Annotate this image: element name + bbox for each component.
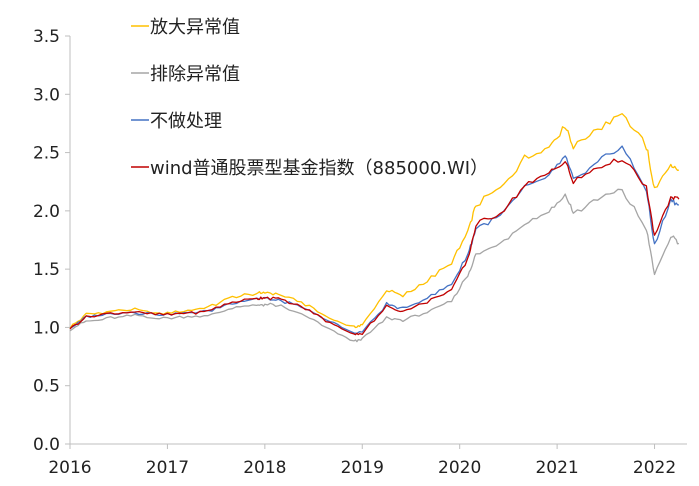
x-tick-label: 2020	[438, 458, 481, 478]
series-lines	[69, 113, 680, 343]
legend-label: 排除异常值	[150, 64, 240, 85]
x-tick-label: 2019	[341, 458, 384, 478]
legend-label: wind普通股票型基金指数（885000.WI）	[150, 158, 488, 179]
y-tick-label: 1.0	[33, 318, 60, 338]
series-line-1	[69, 113, 679, 329]
y-tick-label: 2.5	[33, 144, 60, 164]
y-tick-label: 3.0	[33, 85, 60, 105]
series-line-4	[69, 158, 680, 336]
x-tick-label: 2022	[633, 458, 676, 478]
x-tick-labels: 2016 2017 2018 2019 2020 2021 2022	[48, 444, 676, 478]
y-tick-label: 0.0	[33, 435, 60, 455]
y-tick-label: 0.5	[33, 377, 60, 397]
x-tick-label: 2021	[535, 458, 578, 478]
y-tick-label: 3.5	[33, 27, 60, 47]
y-tick-label: 2.0	[33, 202, 60, 222]
axes	[69, 36, 687, 445]
x-tick-label: 2017	[146, 458, 189, 478]
x-tick-label: 2016	[48, 458, 91, 478]
y-tick-labels: 0.0 0.5 1.0 1.5 2.0 2.5 3.0 3.5	[33, 27, 70, 455]
legend-label: 不做处理	[150, 111, 222, 132]
series-line-2	[69, 188, 680, 343]
legend-label: 放大异常值	[150, 17, 240, 38]
y-tick-label: 1.5	[33, 260, 60, 280]
x-tick-label: 2018	[243, 458, 286, 478]
